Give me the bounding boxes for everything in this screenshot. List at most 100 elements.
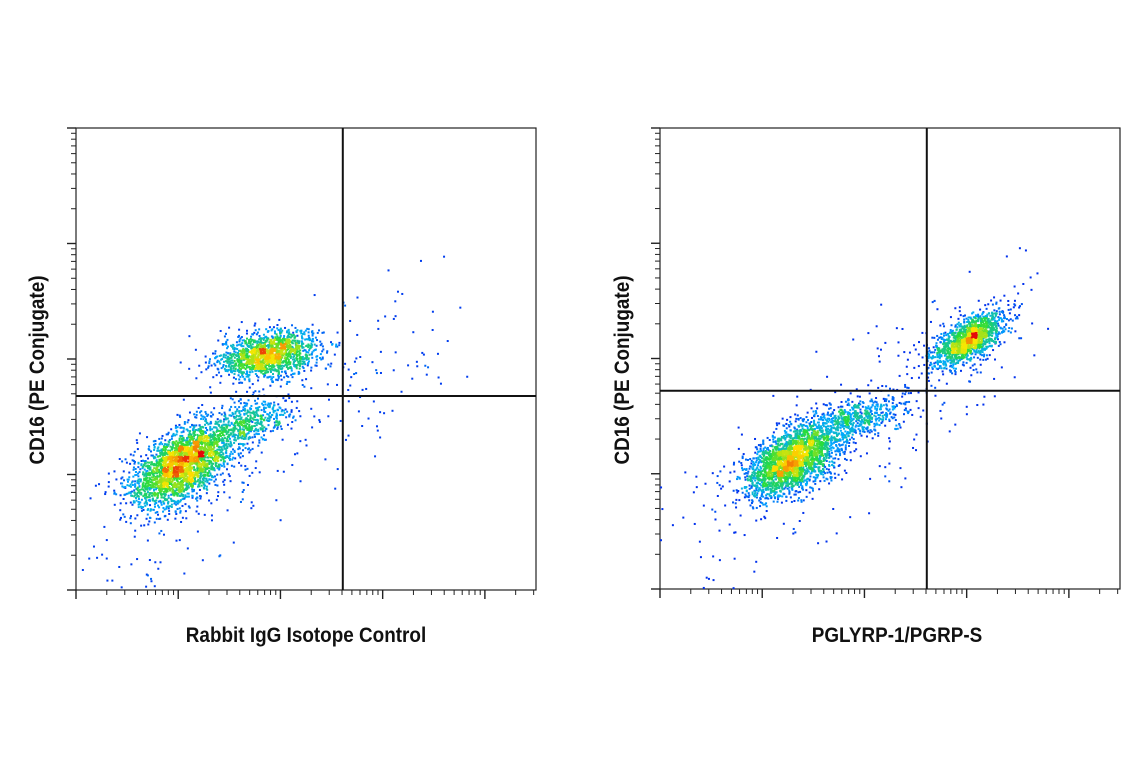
event-dot <box>169 497 172 500</box>
event-dot <box>134 484 137 487</box>
event-dot <box>367 417 370 420</box>
event-dot <box>361 388 364 391</box>
event-dot <box>202 418 205 421</box>
event-dot <box>156 455 159 458</box>
event-dot <box>135 473 138 476</box>
event-dot <box>191 459 194 462</box>
event-dot <box>249 414 252 417</box>
event-dot <box>295 367 298 370</box>
event-dot <box>152 470 155 473</box>
event-dot <box>253 433 256 436</box>
event-dot <box>216 428 219 431</box>
event-dot <box>167 457 170 460</box>
event-dot <box>136 514 139 517</box>
event-dot <box>196 467 199 470</box>
event-dot <box>269 350 272 353</box>
event-dot <box>178 456 181 459</box>
event-dot <box>175 512 178 515</box>
event-dot <box>214 441 217 444</box>
event-dot <box>130 494 133 497</box>
event-dot <box>199 432 202 435</box>
event-dot <box>162 452 165 455</box>
event-dot <box>254 341 257 344</box>
event-dot <box>264 351 267 354</box>
event-dot <box>208 434 211 437</box>
event-dot <box>196 437 199 440</box>
event-dot <box>291 335 294 338</box>
event-dot <box>140 493 143 496</box>
event-dot <box>208 471 211 474</box>
event-dot <box>304 338 307 341</box>
event-dot <box>203 441 206 444</box>
event-dot <box>244 465 247 468</box>
event-dot <box>134 485 137 488</box>
event-dot <box>173 449 176 452</box>
event-dot <box>180 431 183 434</box>
event-dot <box>164 487 167 490</box>
event-dot <box>173 447 176 450</box>
event-dot <box>159 493 162 496</box>
event-dot <box>193 435 196 438</box>
event-dot <box>131 490 134 493</box>
event-dot <box>173 454 176 457</box>
event-dot <box>280 368 283 371</box>
event-dot <box>105 539 108 542</box>
event-dot <box>266 338 269 341</box>
event-dot <box>198 485 201 488</box>
event-dot <box>257 344 260 347</box>
event-dot <box>284 399 287 402</box>
event-dot <box>121 460 124 463</box>
event-dot <box>144 479 147 482</box>
event-dot <box>139 501 142 504</box>
event-dot <box>298 364 301 367</box>
event-dot <box>171 487 174 490</box>
event-dot <box>276 336 279 339</box>
event-dot <box>190 449 193 452</box>
event-dot <box>219 419 222 422</box>
event-dot <box>212 430 215 433</box>
event-dot <box>209 474 212 477</box>
event-dot <box>226 463 229 466</box>
event-dot <box>255 410 258 413</box>
event-dot <box>213 426 216 429</box>
event-dot <box>164 439 167 442</box>
event-dot <box>254 366 257 369</box>
event-dot <box>180 494 183 497</box>
event-dot <box>121 482 124 485</box>
event-dot <box>257 409 260 412</box>
event-dot <box>240 357 243 360</box>
event-dot <box>137 472 140 475</box>
event-dot <box>281 346 284 349</box>
event-dot <box>204 447 207 450</box>
event-dot <box>213 475 216 478</box>
event-dot <box>222 460 225 463</box>
event-dot <box>243 425 246 428</box>
event-dot <box>313 294 316 297</box>
event-dot <box>81 568 84 571</box>
event-dot <box>207 413 210 416</box>
event-dot <box>242 444 245 447</box>
event-dot <box>165 474 168 477</box>
event-dot <box>242 419 245 422</box>
event-dot <box>239 381 242 384</box>
event-dot <box>148 477 151 480</box>
event-dot <box>238 428 241 431</box>
event-dot <box>244 418 247 421</box>
event-dot <box>195 448 198 451</box>
event-dot <box>301 357 304 360</box>
event-dot <box>277 355 280 358</box>
event-dot <box>242 408 245 411</box>
event-dot <box>253 435 256 438</box>
event-dot <box>168 481 171 484</box>
event-dot <box>216 473 219 476</box>
event-dot <box>294 365 297 368</box>
event-dot <box>436 352 439 355</box>
event-dot <box>240 436 243 439</box>
event-dot <box>226 455 229 458</box>
event-dot <box>443 255 446 258</box>
event-dot <box>290 373 293 376</box>
event-dot <box>200 465 203 468</box>
event-dot <box>131 503 134 506</box>
event-dot <box>258 367 261 370</box>
event-dot <box>186 480 189 483</box>
